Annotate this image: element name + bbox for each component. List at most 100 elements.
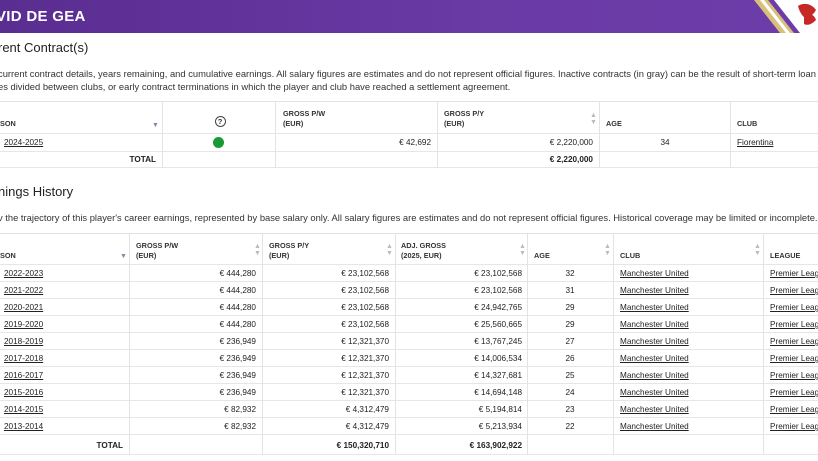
earnings-history-table: SON ▼ GROSS P/W (EUR) ▲ ▼ GROSS P/Y (EUR) ▲…: [0, 233, 818, 455]
header-gross-py[interactable]: GROSS P/Y (EUR): [444, 109, 485, 128]
league-link[interactable]: Premier Leag: [770, 337, 818, 346]
header-age[interactable]: AGE: [606, 119, 622, 128]
header-season[interactable]: SON: [0, 119, 16, 128]
table-row: 2018-2019 € 236,949 € 12,321,370 € 13,767,2…: [0, 333, 818, 350]
league-link[interactable]: Premier Leag: [770, 371, 818, 380]
age-value: 31: [565, 286, 575, 295]
league-link[interactable]: Premier Leag: [770, 286, 818, 295]
age-value: 22: [565, 422, 575, 431]
season-link[interactable]: 2016-2017: [4, 371, 44, 380]
current-contracts-title: rent Contract(s): [0, 40, 89, 55]
header-season[interactable]: SON: [0, 251, 16, 260]
age-value: 32: [565, 269, 575, 278]
sort-icon[interactable]: ▲ ▼: [519, 243, 526, 257]
contracts-description-line2: es divided between clubs, or early contr…: [0, 81, 511, 92]
age-value: 27: [565, 337, 575, 346]
table-row: 2013-2014 € 82,932 € 4,312,479 € 5,213,934 2…: [0, 418, 818, 435]
league-link[interactable]: Premier Leag: [770, 388, 818, 397]
club-logo-icon: [754, 0, 818, 33]
season-link[interactable]: 2017-2018: [4, 354, 44, 363]
season-link[interactable]: 2014-2015: [4, 405, 44, 414]
adj-gross-value: € 23,102,568: [474, 286, 522, 295]
header-gross-py[interactable]: GROSS P/Y (EUR): [269, 241, 310, 260]
club-link[interactable]: Manchester United: [620, 405, 689, 414]
sort-icon[interactable]: ▲ ▼: [386, 243, 393, 257]
age-value: 25: [565, 371, 575, 380]
season-link[interactable]: 2015-2016: [4, 388, 44, 397]
club-link[interactable]: Manchester United: [620, 422, 689, 431]
gross-pw-value: € 82,932: [224, 405, 256, 414]
sort-icon[interactable]: ▲ ▼: [254, 243, 261, 257]
adj-gross-value: € 14,006,534: [474, 354, 522, 363]
league-link[interactable]: Premier Leag: [770, 405, 818, 414]
age-value: 23: [565, 405, 575, 414]
header-adj-gross[interactable]: ADJ. GROSS (2025, EUR): [401, 241, 447, 260]
table-row: 2016-2017 € 236,949 € 12,321,370 € 14,327,6…: [0, 367, 818, 384]
league-link[interactable]: Premier Leag: [770, 303, 818, 312]
sort-down-icon[interactable]: ▼: [152, 122, 159, 129]
total-row: TOTAL € 2,220,000: [0, 152, 818, 168]
question-circle-icon[interactable]: ?: [214, 116, 226, 127]
adj-gross-value: € 13,767,245: [474, 337, 522, 346]
league-link[interactable]: Premier Leag: [770, 354, 818, 363]
earnings-description: v the trajectory of this player's career…: [0, 212, 818, 223]
sort-icon[interactable]: ▲ ▼: [590, 112, 597, 126]
header-gross-pw[interactable]: GROSS P/W (EUR): [136, 241, 179, 260]
gross-pw-value: € 236,949: [219, 354, 256, 363]
season-link[interactable]: 2020-2021: [4, 303, 44, 312]
season-link[interactable]: 2019-2020: [4, 320, 44, 329]
gross-py-value: € 23,102,568: [341, 320, 389, 329]
gross-py-value: € 12,321,370: [341, 371, 389, 380]
season-link[interactable]: 2024-2025: [4, 138, 44, 147]
header-age[interactable]: AGE: [534, 251, 550, 260]
gross-pw-value: € 82,932: [224, 422, 256, 431]
header-active[interactable]: ?: [213, 116, 227, 147]
gross-py-value: € 23,102,568: [341, 269, 389, 278]
gross-py-value: € 4,312,479: [345, 422, 389, 431]
table-row: 2014-2015 € 82,932 € 4,312,479 € 5,194,814 2…: [0, 401, 818, 418]
adj-gross-value: € 14,694,148: [474, 388, 522, 397]
adj-gross-value: € 14,327,681: [474, 371, 522, 380]
season-link[interactable]: 2021-2022: [4, 286, 44, 295]
sort-down-icon[interactable]: ▼: [120, 253, 127, 260]
gross-py-value: € 12,321,370: [341, 337, 389, 346]
club-link[interactable]: Manchester United: [620, 286, 689, 295]
league-link[interactable]: Premier Leag: [770, 320, 818, 329]
age-value: 24: [565, 388, 575, 397]
header-club[interactable]: CLUB: [737, 119, 758, 128]
header-gross-pw[interactable]: GROSS P/W (EUR): [283, 109, 326, 128]
header-club[interactable]: CLUB: [620, 251, 641, 260]
player-name: VID DE GEA: [0, 8, 86, 25]
club-link[interactable]: Manchester United: [620, 320, 689, 329]
player-banner: VID DE GEA: [0, 0, 818, 33]
check-circle-icon: [213, 137, 224, 148]
league-link[interactable]: Premier Leag: [770, 269, 818, 278]
club-link[interactable]: Manchester United: [620, 303, 689, 312]
club-link[interactable]: Manchester United: [620, 337, 689, 346]
table-header-row: SON ▼ GROSS P/W (EUR) ▲ ▼ GROSS P/Y (EUR) ▲…: [0, 234, 818, 265]
gross-py-value: € 23,102,568: [341, 286, 389, 295]
table-row: 2017-2018 € 236,949 € 12,321,370 € 14,006,5…: [0, 350, 818, 367]
club-link[interactable]: Manchester United: [620, 388, 689, 397]
league-link[interactable]: Premier Leag: [770, 422, 818, 431]
total-label: TOTAL: [96, 441, 123, 450]
gross-py-value: € 12,321,370: [341, 388, 389, 397]
sort-icon[interactable]: ▲ ▼: [754, 243, 761, 257]
club-link[interactable]: Manchester United: [620, 269, 689, 278]
table-row: 2022-2023 € 444,280 € 23,102,568 € 23,102,5…: [0, 265, 818, 282]
season-link[interactable]: 2018-2019: [4, 337, 44, 346]
adj-gross-value: € 23,102,568: [474, 269, 522, 278]
season-link[interactable]: 2013-2014: [4, 422, 44, 431]
club-link[interactable]: Fiorentina: [737, 138, 774, 147]
earnings-history-title: nings History: [0, 184, 74, 199]
total-gross-py: € 2,220,000: [549, 155, 593, 164]
table-row: 2015-2016 € 236,949 € 12,321,370 € 14,694,1…: [0, 384, 818, 401]
header-league[interactable]: LEAGUE: [770, 251, 801, 260]
age-value: 34: [660, 138, 670, 147]
club-link[interactable]: Manchester United: [620, 371, 689, 380]
club-link[interactable]: Manchester United: [620, 354, 689, 363]
active-status: [213, 137, 224, 154]
sort-icon[interactable]: ▲ ▼: [604, 243, 611, 257]
gross-pw-value: € 444,280: [219, 320, 256, 329]
season-link[interactable]: 2022-2023: [4, 269, 44, 278]
